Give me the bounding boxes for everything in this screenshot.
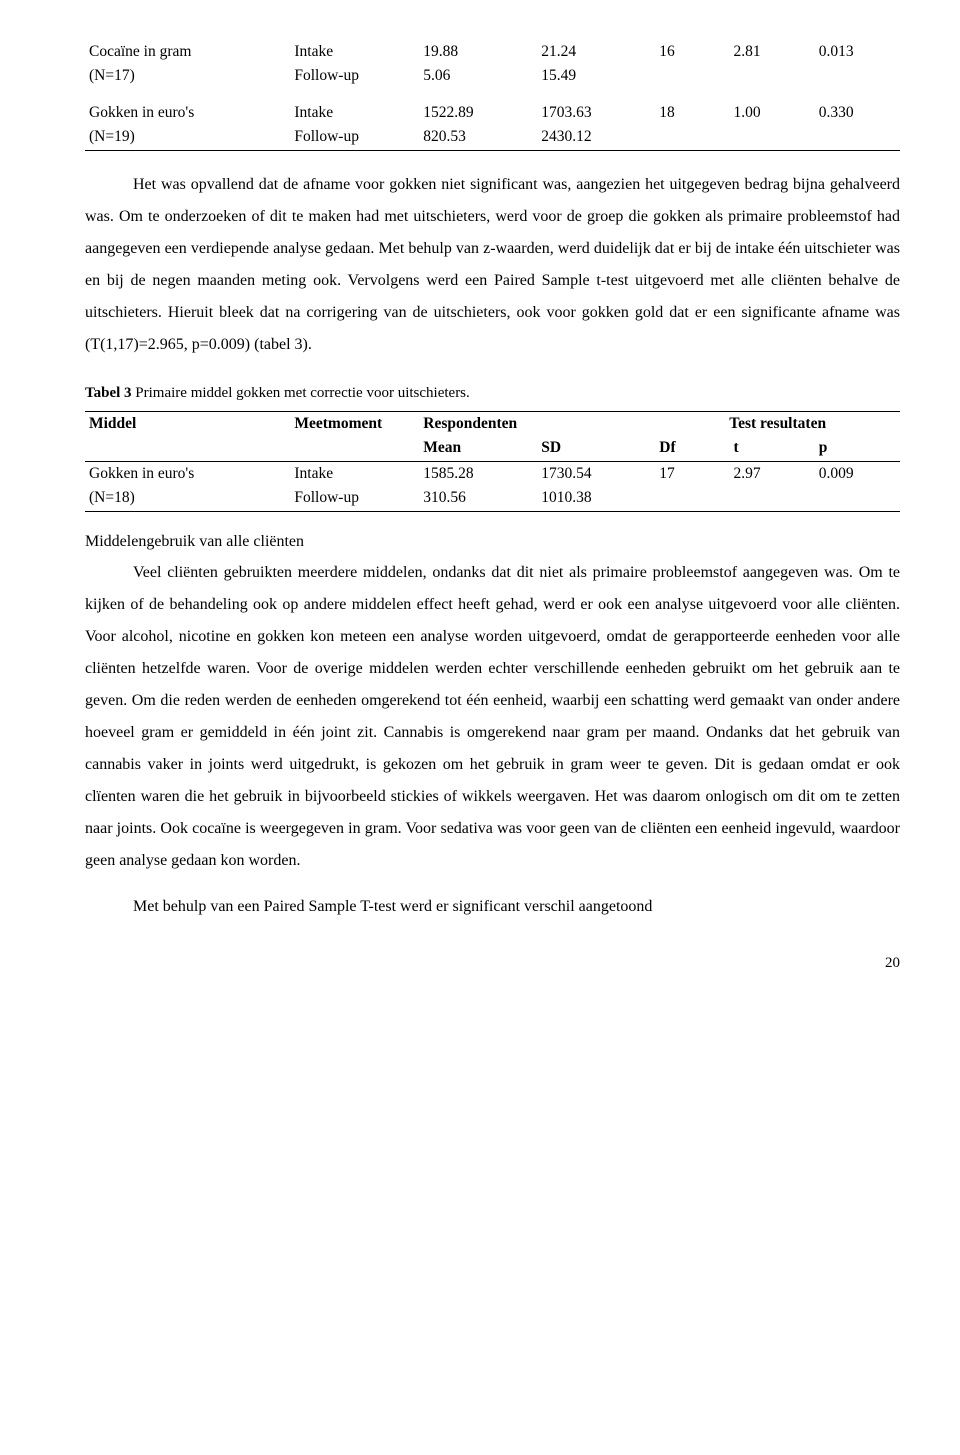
page-number: 20 bbox=[85, 953, 900, 975]
caption-bold: Tabel 3 bbox=[85, 385, 132, 401]
table-3: Middel Meetmoment Respondenten Test resu… bbox=[85, 411, 900, 512]
cell: 2430.12 bbox=[537, 125, 655, 150]
th-mean: Mean bbox=[419, 436, 537, 461]
cell: 1703.63 bbox=[537, 101, 655, 125]
cell: Cocaïne in gram bbox=[85, 40, 290, 64]
cell: 1585.28 bbox=[419, 461, 537, 486]
cell: 1522.89 bbox=[419, 101, 537, 125]
table-partial-top: Cocaïne in gram Intake 19.88 21.24 16 2.… bbox=[85, 40, 900, 151]
cell: (N=19) bbox=[85, 125, 290, 150]
cell: Follow-up bbox=[290, 64, 419, 88]
cell: 2.97 bbox=[730, 461, 815, 486]
cell: 0.013 bbox=[815, 40, 900, 64]
th-t: t bbox=[730, 436, 815, 461]
cell: (N=17) bbox=[85, 64, 290, 88]
th-test: Test resultaten bbox=[655, 411, 900, 436]
cell: 0.330 bbox=[815, 101, 900, 125]
cell: (N=18) bbox=[85, 486, 290, 511]
cell: 1.00 bbox=[730, 101, 815, 125]
th-respondenten: Respondenten bbox=[419, 411, 655, 436]
cell: 310.56 bbox=[419, 486, 537, 511]
paragraph-3: Met behulp van een Paired Sample T-test … bbox=[85, 891, 900, 923]
caption-rest: Primaire middel gokken met correctie voo… bbox=[132, 385, 470, 401]
cell: Gokken in euro's bbox=[85, 461, 290, 486]
cell: 16 bbox=[655, 40, 729, 64]
cell: 1010.38 bbox=[537, 486, 655, 511]
th-middel: Middel bbox=[85, 411, 290, 436]
cell: Intake bbox=[290, 461, 419, 486]
cell: 18 bbox=[655, 101, 729, 125]
cell: 17 bbox=[655, 461, 729, 486]
cell: Follow-up bbox=[290, 125, 419, 150]
paragraph-2: Veel cliënten gebruikten meerdere middel… bbox=[85, 557, 900, 877]
cell: 0.009 bbox=[815, 461, 900, 486]
th-sd: SD bbox=[537, 436, 655, 461]
cell: 19.88 bbox=[419, 40, 537, 64]
cell: 5.06 bbox=[419, 64, 537, 88]
cell: Intake bbox=[290, 101, 419, 125]
table3-caption: Tabel 3 Primaire middel gokken met corre… bbox=[85, 383, 900, 405]
subheading: Middelengebruik van alle cliënten bbox=[85, 530, 900, 553]
th-df: Df bbox=[655, 436, 729, 461]
paragraph-1: Het was opvallend dat de afname voor gok… bbox=[85, 169, 900, 361]
cell: 15.49 bbox=[537, 64, 655, 88]
cell: Gokken in euro's bbox=[85, 101, 290, 125]
cell: 21.24 bbox=[537, 40, 655, 64]
cell: 2.81 bbox=[730, 40, 815, 64]
cell: 820.53 bbox=[419, 125, 537, 150]
th-p: p bbox=[815, 436, 900, 461]
cell: Intake bbox=[290, 40, 419, 64]
th-meetmoment: Meetmoment bbox=[290, 411, 419, 436]
cell: 1730.54 bbox=[537, 461, 655, 486]
cell: Follow-up bbox=[290, 486, 419, 511]
